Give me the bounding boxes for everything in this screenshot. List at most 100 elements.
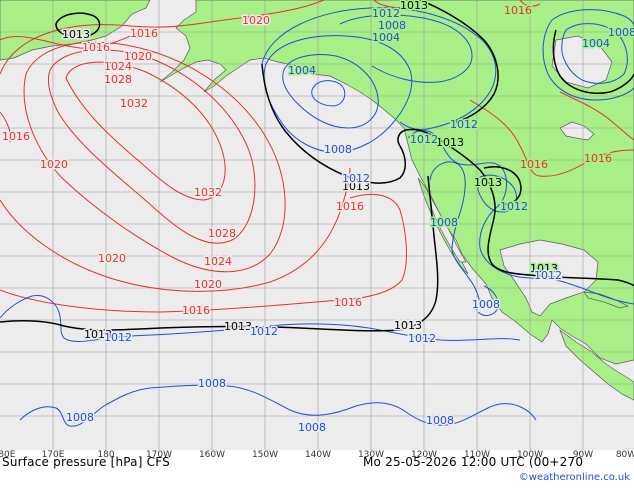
isobar-label: 1008	[378, 19, 406, 32]
isobar-1016-corner	[0, 111, 11, 143]
map-footer: 180E 170E 180 170W 160W 150W 140W 130W 1…	[0, 450, 634, 490]
lon-tick-label: 160W	[198, 450, 226, 460]
isobar-1008-west-coast	[429, 161, 481, 311]
isobar-label: 1013	[530, 262, 558, 275]
isobar-1012-texas	[477, 174, 517, 213]
isobar-label: 1016	[504, 4, 532, 17]
isobar-label: 1020	[40, 158, 68, 171]
isobar-1004-hudson	[561, 23, 628, 84]
isobar-label: 1020	[242, 14, 270, 27]
land-central-america	[559, 329, 634, 401]
credit-link[interactable]: ©weatheronline.co.uk	[518, 472, 630, 483]
isobar-label: 1013	[62, 28, 90, 41]
isobar-1008-alaska	[263, 35, 413, 153]
isobar-label: 1008	[66, 411, 94, 424]
isobar-label: 1012	[342, 172, 370, 185]
isobar-label: 1012	[500, 200, 528, 213]
isobar-1020-ne	[559, 91, 634, 141]
isobar-labels: 1020 1016 1016 1020 1024 1028 1032 1016 …	[1, 0, 634, 436]
valid-time: Mo 25-05-2026 12:00 UTC (00+270	[363, 455, 584, 469]
isobar-label: 1016	[2, 130, 30, 143]
isobar-label: 1008	[472, 298, 500, 311]
isobar-label: 1013	[224, 320, 252, 333]
isobar-label: 1008	[198, 377, 226, 390]
isobar-label: 1016	[82, 41, 110, 54]
isobar-1004-alaska	[282, 54, 379, 129]
isobar-label: 1020	[194, 278, 222, 291]
isobar-label: 1004	[582, 37, 610, 50]
isobar-label: 1008	[608, 26, 634, 39]
lon-tick-label: 120W	[410, 450, 438, 460]
isobar-label: 1008	[324, 143, 352, 156]
isobar-label: 1016	[130, 27, 158, 40]
isobar-1008-north	[339, 14, 473, 83]
hudson-bay	[551, 35, 613, 89]
isobar-label: 1016	[584, 152, 612, 165]
isobar-label: 1028	[104, 73, 132, 86]
gulf-of-mexico	[499, 239, 599, 317]
isobar-label: 1032	[120, 97, 148, 110]
isobars-high	[0, 0, 634, 313]
isobar-label: 1012	[250, 325, 278, 338]
isobar-1004-inner	[311, 80, 346, 107]
isobar-label: 1013	[394, 319, 422, 332]
isobar-1008-mexico	[477, 285, 499, 316]
land-cuba	[583, 291, 630, 309]
isobar-1012-north	[261, 7, 497, 131]
isobar-label: 1008	[426, 414, 454, 427]
isobar-label: 1016	[182, 304, 210, 317]
isobar-label: 1012	[104, 331, 132, 344]
isobar-1028	[47, 49, 256, 244]
isobar-label: 1012	[410, 133, 438, 146]
isobar-label: 1016	[520, 158, 548, 171]
lon-tick-label: 90W	[572, 450, 594, 460]
isobars-low	[0, 7, 634, 427]
isobar-label: 1008	[430, 216, 458, 229]
lon-tick-label: 100W	[516, 450, 544, 460]
isobar-label: 1020	[98, 252, 126, 265]
lon-tick-label: 170E	[41, 450, 65, 460]
isobar-label: 1020	[124, 50, 152, 63]
isobar-label: 1012	[450, 118, 478, 131]
isobar-label: 1013	[474, 176, 502, 189]
isobar-label: 1008	[298, 421, 326, 434]
great-lakes	[559, 121, 595, 141]
isobar-label: 1016	[336, 200, 364, 213]
land-siberia	[0, 0, 151, 61]
isobar-label: 1024	[104, 60, 132, 73]
isobar-1008-south	[19, 384, 537, 427]
isobar-1012-south	[0, 295, 521, 342]
gulf-of-california	[429, 195, 467, 263]
isobar-1012-west-coast	[407, 130, 634, 305]
isobar-1016	[0, 0, 634, 313]
lon-tick-label: 140W	[304, 450, 332, 460]
isobar-label: 1016	[334, 296, 362, 309]
lon-tick-label: 170W	[145, 450, 173, 460]
isobar-label: 1032	[194, 186, 222, 199]
lon-tick-label: 80W	[615, 450, 634, 460]
isobar-label: 1013	[84, 328, 112, 341]
isobar-label: 1013	[436, 136, 464, 149]
isobar-label: 1012	[372, 7, 400, 20]
map-title: Surface pressure [hPa] CFS	[2, 455, 170, 469]
pressure-map: 1020 1016 1016 1020 1024 1028 1032 1016 …	[0, 0, 634, 450]
graticule	[0, 0, 634, 450]
isobar-label: 1012	[408, 332, 436, 345]
isobar-1013-reference	[0, 0, 634, 332]
isobar-label: 1024	[204, 255, 232, 268]
isobar-label: 1012	[534, 269, 562, 282]
isobar-label: 1013	[400, 0, 428, 12]
isobar-1032	[65, 61, 226, 201]
isobar-1024	[23, 41, 286, 273]
isobar-1008-hudson	[542, 9, 634, 101]
isobar-label: 1013	[342, 180, 370, 193]
lon-tick-label: 110W	[463, 450, 491, 460]
isobar-label: 1004	[372, 31, 400, 44]
lon-tick-label: 150W	[251, 450, 279, 460]
isobar-label: 1004	[288, 64, 316, 77]
lon-tick-label: 180E	[0, 450, 16, 460]
isobar-label: 1028	[208, 227, 236, 240]
isobar-1020	[0, 0, 351, 292]
lon-tick-label: 180	[97, 450, 115, 460]
lon-tick-label: 130W	[357, 450, 385, 460]
